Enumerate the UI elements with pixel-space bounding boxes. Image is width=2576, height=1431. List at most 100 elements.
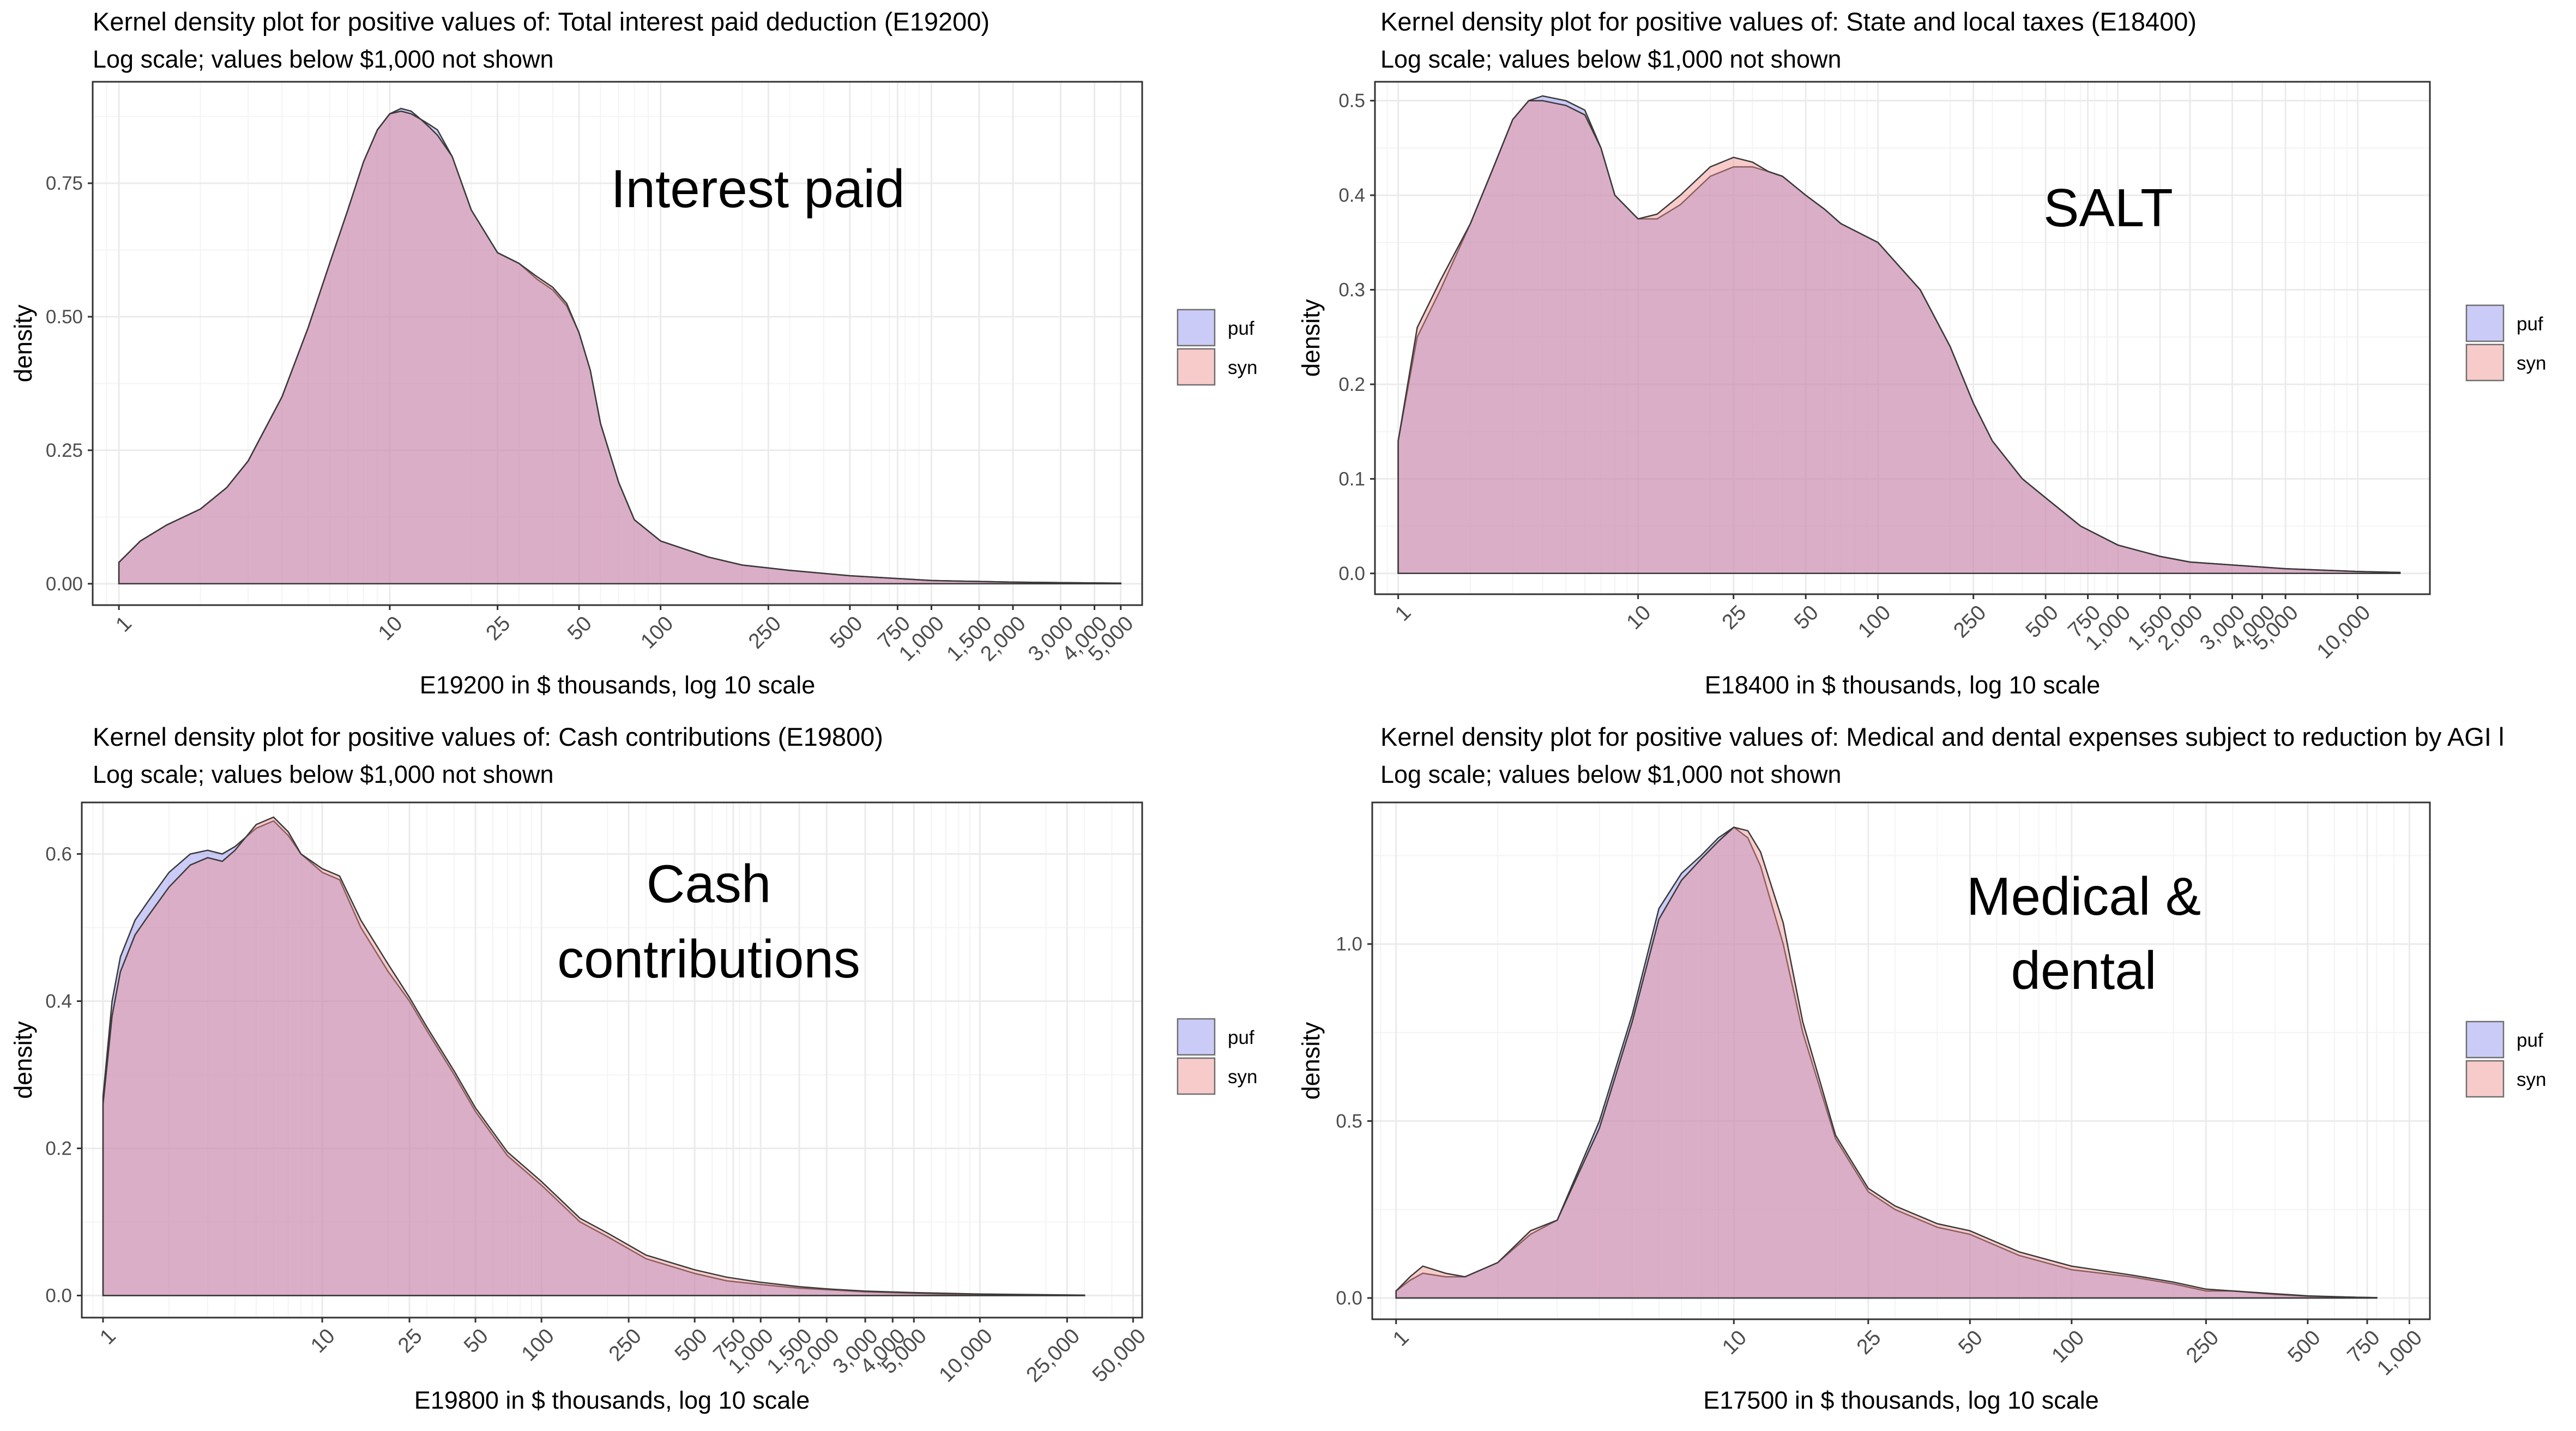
x-tick-label: 1: [1389, 1326, 1414, 1351]
legend-label: syn: [2517, 1069, 2546, 1090]
x-tick-label: 100: [636, 612, 678, 653]
chart-annotation: Cash: [647, 854, 771, 914]
density-area-syn: [102, 816, 1085, 1296]
x-tick-label: 250: [744, 612, 786, 653]
y-tick-label: 0.2: [1338, 374, 1365, 395]
legend-key-syn: [1177, 1057, 1216, 1095]
chart-svg: Kernel density plot for positive values …: [1297, 7, 2546, 699]
x-tick-label: 25: [1717, 601, 1751, 634]
x-tick-label: 25: [394, 1324, 427, 1357]
legend: puf syn: [1177, 309, 1257, 386]
x-tick-label: 500: [671, 1324, 712, 1366]
density-area-puf: [102, 820, 1085, 1296]
chart-title: Kernel density plot for positive values …: [93, 722, 883, 751]
grid: [82, 802, 1142, 1318]
x-tick-label: 50: [1954, 1326, 1987, 1359]
y-axis-label: density: [9, 1021, 37, 1099]
chart-panel-interest-paid: Kernel density plot for positive values …: [0, 0, 1288, 715]
x-axis-label: E17500 in $ thousands, log 10 scale: [1703, 1386, 2099, 1414]
x-tick-label: 250: [605, 1324, 646, 1366]
legend-key-puf: [1177, 309, 1216, 347]
x-tick-label: 250: [1949, 601, 1990, 642]
legend-key-puf: [2465, 1021, 2505, 1059]
legend-label: puf: [1228, 1027, 1254, 1048]
y-tick-label: 0.4: [45, 991, 72, 1012]
x-tick-label: 10: [374, 612, 407, 645]
chart-title: Kernel density plot for positive values …: [1380, 7, 2197, 36]
chart-svg: Kernel density plot for positive values …: [9, 7, 1257, 699]
plot-panel: [82, 802, 1142, 1318]
y-tick-label: 0.5: [1338, 90, 1365, 112]
x-tick-label: 50: [460, 1324, 493, 1357]
legend-label: syn: [2517, 353, 2546, 374]
x-axis-label: E18400 in $ thousands, log 10 scale: [1705, 671, 2101, 699]
y-tick-label: 0.4: [1338, 185, 1365, 206]
y-tick-label: 0.5: [1336, 1110, 1362, 1132]
x-tick-label: 25,000: [1022, 1324, 1084, 1387]
y-tick-label: 0.25: [46, 440, 83, 461]
x-tick-label: 10: [306, 1324, 340, 1357]
grid: [1372, 802, 2430, 1319]
chart-panel-medical-dental: Kernel density plot for positive values …: [1288, 715, 2575, 1430]
legend-label: puf: [2517, 1030, 2543, 1051]
y-tick-label: 0.00: [46, 573, 83, 595]
legend: puf syn: [1177, 1018, 1257, 1095]
chart-annotation: SALT: [2043, 178, 2173, 238]
x-tick-label: 1: [1391, 601, 1416, 626]
x-axis-label: E19800 in $ thousands, log 10 scale: [414, 1386, 810, 1414]
y-axis-label: density: [1297, 1022, 1325, 1100]
plot-panel: [93, 82, 1142, 605]
panel-border: [81, 801, 1143, 1319]
legend: puf syn: [2465, 1021, 2546, 1098]
legend-key-syn: [1177, 348, 1216, 386]
legend-label: syn: [1228, 1066, 1257, 1088]
x-tick-label: 250: [2182, 1326, 2223, 1367]
y-tick-label: 0.3: [1338, 280, 1365, 301]
chart-subtitle: Log scale; values below $1,000 not shown: [1380, 760, 1842, 788]
legend-key-puf: [2465, 304, 2505, 342]
x-tick-label: 500: [2283, 1326, 2325, 1367]
chart-title: Kernel density plot for positive values …: [93, 7, 990, 36]
chart-subtitle: Log scale; values below $1,000 not shown: [93, 760, 554, 788]
panel-border: [1371, 801, 2431, 1320]
chart-subtitle: Log scale; values below $1,000 not shown: [93, 45, 554, 73]
chart-subtitle: Log scale; values below $1,000 not shown: [1380, 45, 1842, 73]
x-tick-label: 50,000: [1088, 1324, 1150, 1387]
x-tick-label: 100: [1854, 601, 1895, 642]
x-tick-label: 1,000: [2373, 1326, 2427, 1380]
plot-panel: [1372, 802, 2430, 1319]
y-tick-label: 0.6: [45, 844, 72, 865]
x-tick-label: 25: [481, 612, 515, 645]
x-tick-label: 25: [1853, 1326, 1886, 1359]
y-tick-label: 0.0: [1336, 1288, 1362, 1309]
y-axis-label: density: [1297, 299, 1325, 377]
y-tick-label: 0.1: [1338, 468, 1365, 490]
density-area-syn: [1397, 100, 2401, 575]
panel-border: [1374, 81, 2431, 595]
legend-label: syn: [1228, 357, 1257, 378]
x-tick-label: 1: [95, 1324, 120, 1349]
x-tick-label: 500: [2022, 601, 2063, 642]
chart-annotation: Interest paid: [611, 159, 904, 219]
legend-key-syn: [2465, 1060, 2505, 1098]
x-axis-label: E19200 in $ thousands, log 10 scale: [420, 671, 816, 699]
x-tick-label: 500: [825, 612, 867, 653]
legend-key-puf: [1177, 1018, 1216, 1056]
x-tick-label: 100: [2047, 1326, 2089, 1367]
chart-title: Kernel density plot for positive values …: [1380, 722, 2504, 751]
y-tick-label: 0.0: [1338, 563, 1365, 584]
y-tick-label: 0.50: [46, 306, 83, 328]
x-tick-label: 50: [1790, 601, 1823, 634]
x-tick-label: 10: [1622, 601, 1655, 634]
y-tick-label: 0.0: [45, 1285, 72, 1307]
chart-annotation: dental: [2011, 940, 2156, 1000]
y-tick-label: 0.2: [45, 1138, 72, 1160]
legend-label: puf: [2517, 313, 2543, 335]
x-tick-label: 1: [111, 612, 136, 637]
plot-panel: [1375, 82, 2430, 594]
legend: puf syn: [2465, 304, 2546, 382]
y-tick-label: 1.0: [1336, 934, 1362, 955]
x-tick-label: 100: [517, 1324, 559, 1366]
legend-label: puf: [1228, 318, 1254, 339]
chart-annotation: contributions: [557, 929, 860, 989]
